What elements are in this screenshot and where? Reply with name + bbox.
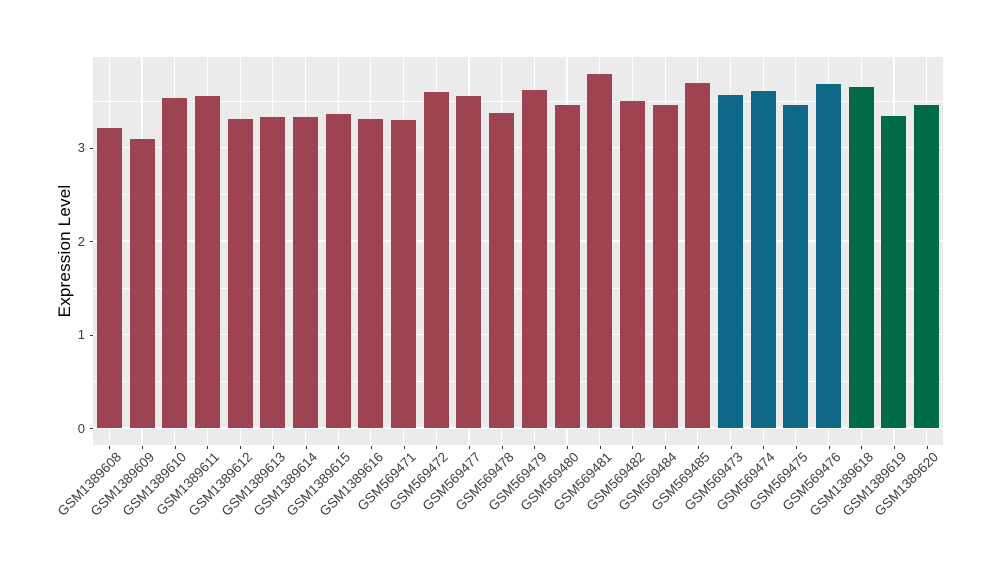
x-tick-mark bbox=[403, 445, 405, 449]
bar-GSM569477 bbox=[456, 96, 482, 428]
bar-GSM569476 bbox=[816, 83, 842, 428]
y-tick-label: 3 bbox=[77, 140, 85, 155]
bar-GSM569480 bbox=[554, 105, 580, 428]
x-tick-mark bbox=[272, 445, 274, 449]
x-tick-mark bbox=[338, 445, 340, 449]
bar-GSM569473 bbox=[718, 95, 743, 428]
x-tick-mark bbox=[534, 445, 536, 449]
y-axis-title: Expression Level bbox=[55, 184, 74, 318]
x-tick-mark bbox=[305, 445, 307, 449]
bar-GSM1389614 bbox=[293, 116, 318, 428]
x-tick-mark bbox=[240, 445, 242, 449]
bar-GSM1389611 bbox=[194, 96, 220, 428]
x-tick-mark bbox=[665, 445, 667, 449]
x-tick-mark bbox=[632, 445, 634, 449]
x-tick-mark bbox=[599, 445, 601, 449]
x-tick-mark bbox=[893, 445, 895, 449]
major-gridline bbox=[93, 240, 943, 242]
y-tick-label: 0 bbox=[77, 420, 85, 436]
y-tick-label: 2 bbox=[77, 233, 85, 249]
bar-GSM1389618 bbox=[848, 86, 874, 428]
major-gridline bbox=[93, 333, 943, 336]
x-tick-mark bbox=[370, 445, 372, 449]
minor-gridline bbox=[93, 194, 943, 195]
x-tick-mark bbox=[567, 445, 569, 449]
bar-GSM569475 bbox=[783, 104, 809, 428]
y-tick-mark bbox=[89, 147, 93, 149]
y-tick-mark bbox=[89, 334, 93, 336]
bar-GSM1389619 bbox=[881, 115, 907, 428]
x-tick-mark bbox=[109, 445, 111, 449]
bar-GSM1389616 bbox=[358, 118, 384, 428]
minor-gridline bbox=[93, 287, 943, 289]
bar-GSM1389620 bbox=[914, 104, 940, 428]
bar-GSM1389609 bbox=[129, 139, 155, 428]
bar-GSM569479 bbox=[521, 90, 547, 428]
x-tick-mark bbox=[501, 445, 503, 449]
bar-GSM1389613 bbox=[260, 116, 286, 428]
minor-gridline bbox=[93, 100, 943, 102]
bar-GSM569485 bbox=[685, 83, 711, 428]
bar-GSM569482 bbox=[619, 100, 645, 428]
x-tick-mark bbox=[861, 445, 863, 449]
bar-GSM569472 bbox=[423, 92, 449, 428]
x-tick-mark bbox=[697, 445, 699, 449]
x-tick-mark bbox=[468, 445, 470, 449]
x-tick-mark bbox=[142, 445, 144, 449]
x-tick-mark bbox=[730, 445, 732, 449]
x-tick-mark bbox=[926, 445, 928, 449]
y-tick-mark bbox=[89, 428, 93, 429]
x-tick-mark bbox=[795, 445, 797, 449]
bar-GSM569471 bbox=[391, 120, 417, 428]
plot-panel bbox=[93, 57, 943, 445]
minor-gridline bbox=[93, 381, 943, 382]
bar-GSM1389612 bbox=[227, 119, 253, 428]
major-gridline bbox=[93, 146, 943, 149]
bar-GSM569474 bbox=[750, 91, 776, 428]
x-tick-mark bbox=[174, 445, 176, 449]
x-tick-mark bbox=[207, 445, 209, 449]
x-tick-mark bbox=[436, 445, 438, 449]
bar-GSM1389615 bbox=[325, 113, 351, 428]
bar-GSM1389608 bbox=[96, 127, 122, 428]
bar-GSM569484 bbox=[652, 105, 678, 428]
y-tick-mark bbox=[89, 241, 93, 242]
x-tick-mark bbox=[828, 445, 830, 449]
x-tick-mark bbox=[763, 445, 765, 449]
y-tick-label: 1 bbox=[77, 327, 85, 342]
bar-GSM569478 bbox=[489, 112, 515, 428]
bar-GSM1389610 bbox=[162, 97, 188, 428]
major-gridline bbox=[93, 427, 943, 429]
bar-GSM569481 bbox=[587, 73, 613, 428]
